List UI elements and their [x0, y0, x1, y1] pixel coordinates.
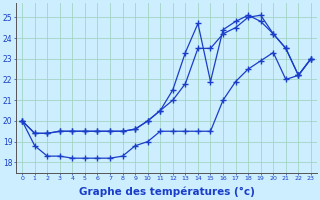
- X-axis label: Graphe des températures (°c): Graphe des températures (°c): [79, 187, 254, 197]
